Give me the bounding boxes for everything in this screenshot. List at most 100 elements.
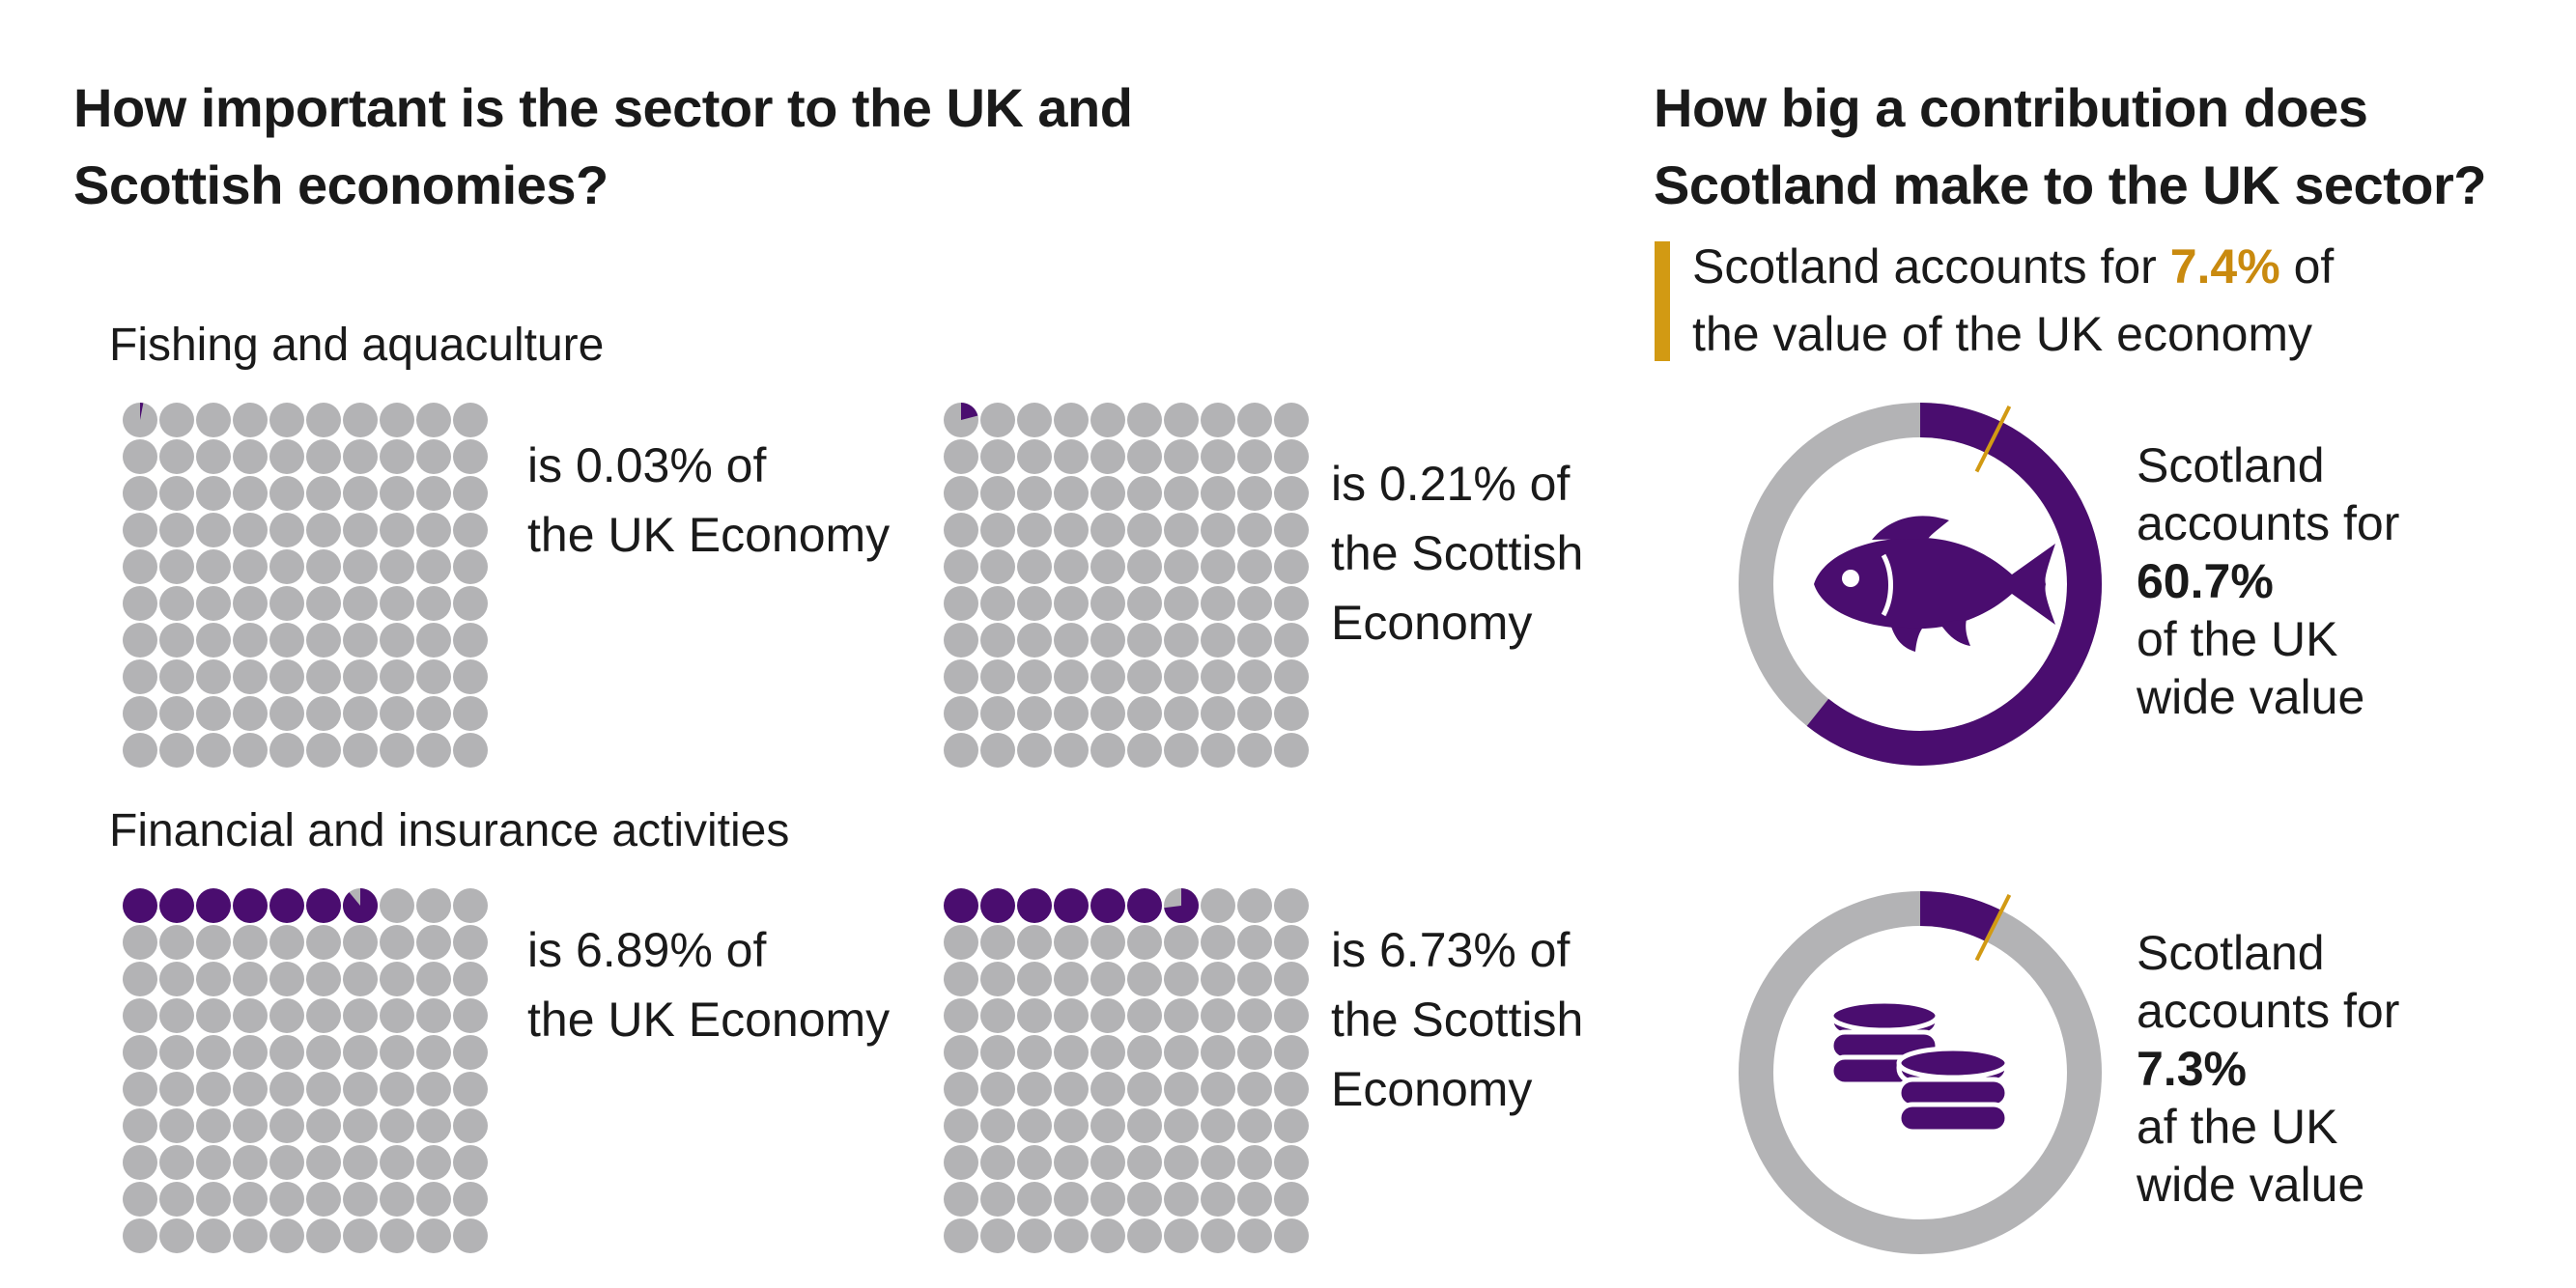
sector-label-financial: Financial and insurance activities: [109, 805, 790, 856]
waffle-cell: [123, 1145, 157, 1180]
waffle-cell: [123, 476, 157, 511]
waffle-cell: [1201, 925, 1235, 960]
waffle-cell: [1274, 1072, 1309, 1106]
waffle-cell: [1017, 476, 1052, 511]
waffle-cell: [1127, 476, 1162, 511]
waffle-cell: [1164, 1072, 1199, 1106]
waffle-cell: [1201, 733, 1235, 768]
waffle-cell: [1274, 403, 1309, 437]
waffle-cell: [416, 476, 451, 511]
waffle-cell: [416, 1145, 451, 1180]
donut-text-line: accounts for: [2137, 984, 2400, 1038]
waffle-cell: [1201, 439, 1235, 474]
waffle-cell: [1274, 439, 1309, 474]
donut-text-line: accounts for: [2137, 496, 2400, 550]
waffle-cell: [159, 1108, 194, 1143]
waffle-cell: [1237, 623, 1272, 658]
waffle-cell: [123, 696, 157, 731]
waffle-cell: [453, 1072, 488, 1106]
donut-text-line: af the UK: [2137, 1100, 2338, 1154]
waffle-cell: [1274, 1145, 1309, 1180]
waffle-cell-filled: [944, 888, 978, 923]
highlight-bar: [1655, 241, 1670, 361]
waffle-cell: [196, 623, 231, 658]
waffle-cell: [1090, 403, 1125, 437]
waffle-cell: [123, 586, 157, 621]
highlight-line1: Scotland accounts for 7.4% of: [1692, 233, 2334, 300]
waffle-cell: [306, 1145, 341, 1180]
waffle-cell: [306, 925, 341, 960]
waffle-cell: [980, 513, 1015, 547]
waffle-cell: [1237, 586, 1272, 621]
waffle-cell: [123, 998, 157, 1033]
waffle-cell: [1090, 733, 1125, 768]
waffle-cell: [269, 549, 304, 584]
waffle-cell: [343, 513, 378, 547]
waffle-cell: [306, 1182, 341, 1217]
waffle-cell: [380, 659, 414, 694]
waffle-cell: [1201, 1182, 1235, 1217]
waffle-cell-filled: [233, 888, 268, 923]
waffle-cell: [343, 1145, 378, 1180]
waffle-cell: [1090, 925, 1125, 960]
waffle-cell: [233, 1182, 268, 1217]
waffle-cell: [1127, 1035, 1162, 1070]
waffle-cell: [944, 439, 978, 474]
waffle-cell: [196, 586, 231, 621]
waffle-cell: [1164, 476, 1199, 511]
waffle-cell: [1054, 1035, 1089, 1070]
waffle-cell: [1164, 1145, 1199, 1180]
right-title-line2: Scotland make to the UK sector?: [1654, 154, 2487, 215]
waffle-cell: [233, 1072, 268, 1106]
waffle-cell: [1274, 1035, 1309, 1070]
waffle-cell: [1274, 513, 1309, 547]
waffle-cell: [1164, 733, 1199, 768]
waffle-cell: [1090, 1108, 1125, 1143]
waffle-cell: [944, 659, 978, 694]
waffle-cell: [1201, 1072, 1235, 1106]
waffle-cell: [980, 1035, 1015, 1070]
waffle-cell: [343, 925, 378, 960]
waffle-cell: [123, 1218, 157, 1253]
waffle-cell: [269, 623, 304, 658]
waffle-cell: [1054, 623, 1089, 658]
waffle-cell: [1017, 1108, 1052, 1143]
waffle-cell: [196, 549, 231, 584]
waffle-cell: [1090, 998, 1125, 1033]
right-title-line1: How big a contribution does: [1654, 77, 2368, 138]
waffle-cell: [233, 1108, 268, 1143]
waffle-cell: [1017, 1218, 1052, 1253]
waffle-cell: [1164, 439, 1199, 474]
waffle-cell: [1054, 659, 1089, 694]
waffle-cell: [1127, 439, 1162, 474]
waffle-cell: [159, 439, 194, 474]
donut-text-line: Scotland: [2137, 926, 2325, 980]
waffle-cell: [1054, 696, 1089, 731]
waffle-cell: [1017, 439, 1052, 474]
waffle-cell: [1090, 696, 1125, 731]
caption-financial-scotland: is 6.73% of the Scottish Economy: [1331, 915, 1583, 1124]
waffle-cell: [1201, 888, 1235, 923]
waffle-cell-filled: [306, 888, 341, 923]
waffle-cell-filled: [1090, 888, 1125, 923]
waffle-cell: [944, 1218, 978, 1253]
waffle-cell: [1054, 733, 1089, 768]
donut-text-fishing: Scotland accounts for 60.7% of the UK wi…: [2137, 436, 2399, 726]
waffle-cell: [944, 1108, 978, 1143]
waffle-cell: [196, 733, 231, 768]
waffle-cell-filled: [196, 888, 231, 923]
waffle-cell: [1127, 1145, 1162, 1180]
waffle-cell: [980, 962, 1015, 996]
waffle-cell: [453, 888, 488, 923]
waffle-cell: [1164, 696, 1199, 731]
waffle-cell: [159, 513, 194, 547]
waffle-cell: [159, 623, 194, 658]
waffle-cell: [416, 586, 451, 621]
waffle-cell: [380, 962, 414, 996]
waffle-cell: [343, 623, 378, 658]
waffle-cell: [343, 998, 378, 1033]
waffle-cell: [343, 476, 378, 511]
highlight-value: 7.4%: [2169, 239, 2280, 294]
waffle-cell: [343, 1182, 378, 1217]
waffle-cell: [944, 696, 978, 731]
